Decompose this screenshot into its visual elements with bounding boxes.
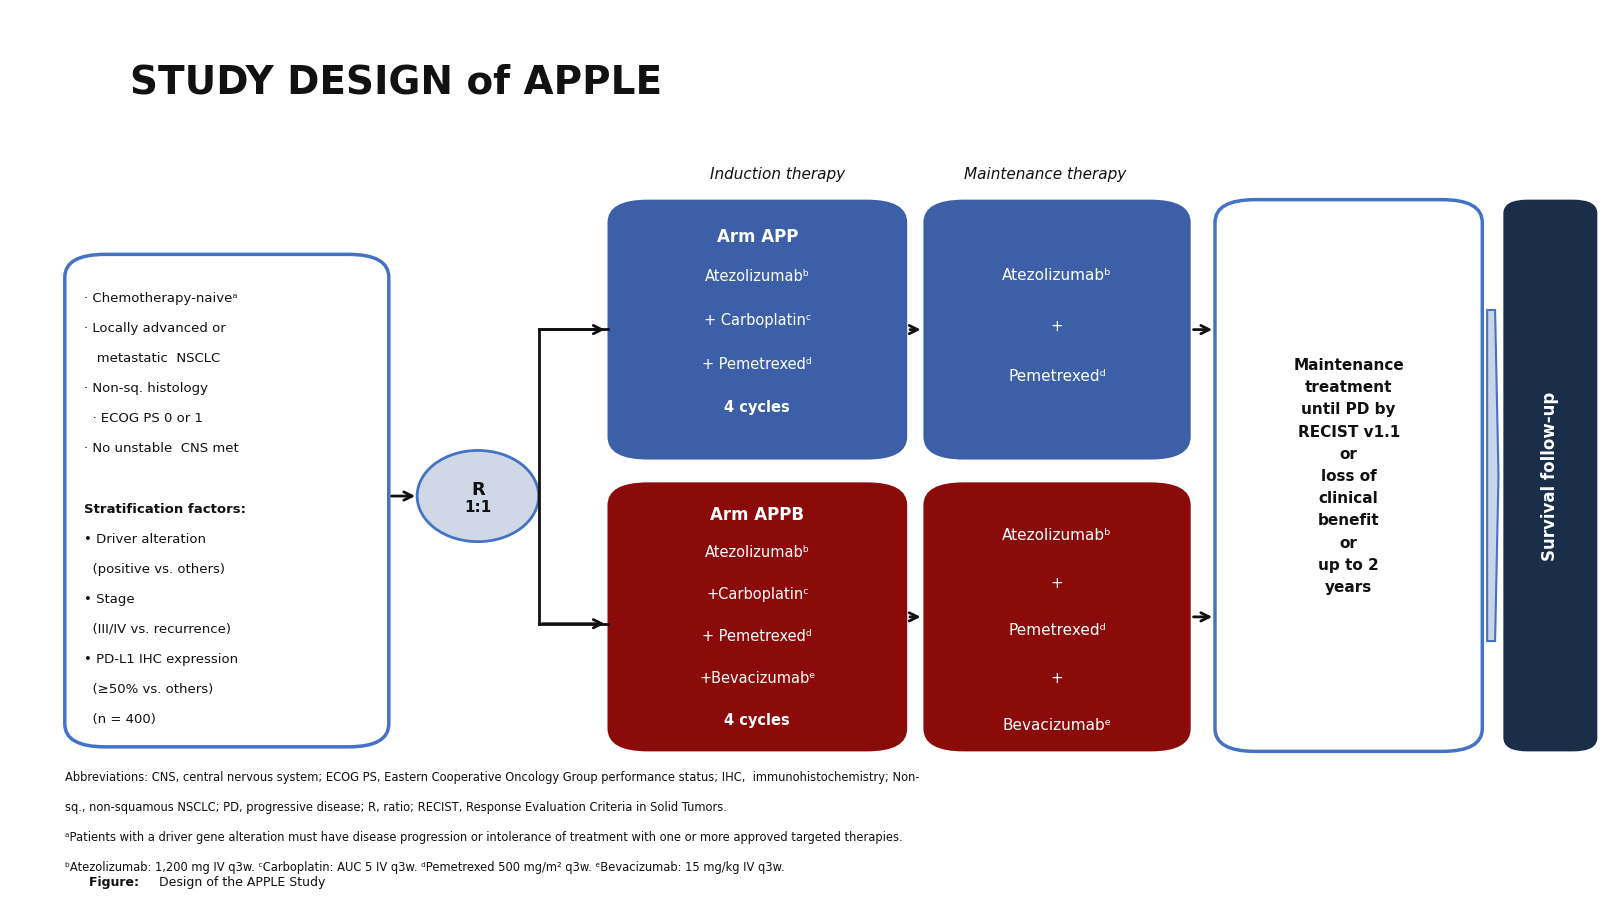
Text: Figure:: Figure: [89, 875, 144, 888]
Text: +: + [1051, 670, 1063, 685]
Text: Abbreviations: CNS, central nervous system; ECOG PS, Eastern Cooperative Oncolog: Abbreviations: CNS, central nervous syst… [65, 770, 919, 783]
Text: Bevacizumabᵉ: Bevacizumabᵉ [1003, 717, 1111, 732]
Text: + Carboplatinᶜ: + Carboplatinᶜ [703, 312, 812, 327]
Text: Arm APP: Arm APP [716, 228, 799, 246]
Text: (≥50% vs. others): (≥50% vs. others) [84, 682, 214, 695]
Text: Atezolizumabᵇ: Atezolizumabᵇ [1003, 527, 1111, 543]
Polygon shape [1487, 311, 1498, 641]
Text: (III/IV vs. recurrence): (III/IV vs. recurrence) [84, 622, 232, 635]
Text: Pemetrexedᵈ: Pemetrexedᵈ [1008, 368, 1106, 384]
FancyBboxPatch shape [1215, 200, 1482, 752]
Text: R: R [471, 480, 484, 498]
Text: +Carboplatinᶜ: +Carboplatinᶜ [706, 587, 808, 601]
FancyBboxPatch shape [1503, 200, 1597, 752]
Text: Pemetrexedᵈ: Pemetrexedᵈ [1008, 622, 1106, 638]
Text: (positive vs. others): (positive vs. others) [84, 562, 225, 575]
FancyBboxPatch shape [923, 200, 1191, 460]
Text: (n = 400): (n = 400) [84, 712, 156, 725]
Text: Atezolizumabᵇ: Atezolizumabᵇ [1003, 268, 1111, 283]
Text: + Pemetrexedᵈ: + Pemetrexedᵈ [703, 629, 812, 643]
FancyBboxPatch shape [65, 255, 389, 747]
Text: Design of the APPLE Study: Design of the APPLE Study [159, 875, 326, 888]
Text: Arm APPB: Arm APPB [710, 506, 805, 524]
Text: · Chemotherapy-naiveᵃ: · Chemotherapy-naiveᵃ [84, 292, 238, 304]
Text: 4 cycles: 4 cycles [724, 712, 791, 727]
Text: ᵃPatients with a driver gene alteration must have disease progression or intoler: ᵃPatients with a driver gene alteration … [65, 830, 902, 843]
FancyBboxPatch shape [608, 483, 907, 752]
Text: ᵇAtezolizumab: 1,200 mg IV q3w. ᶜCarboplatin: AUC 5 IV q3w. ᵈPemetrexed 500 mg/m: ᵇAtezolizumab: 1,200 mg IV q3w. ᶜCarbopl… [65, 860, 784, 873]
Text: metastatic  NSCLC: metastatic NSCLC [84, 352, 220, 364]
Text: STUDY DESIGN of APPLE: STUDY DESIGN of APPLE [130, 64, 661, 102]
Text: +: + [1051, 575, 1063, 590]
FancyBboxPatch shape [608, 200, 907, 460]
Text: • Stage: • Stage [84, 592, 134, 605]
Text: Atezolizumabᵇ: Atezolizumabᵇ [705, 545, 810, 559]
Text: Stratification factors:: Stratification factors: [84, 502, 246, 515]
Text: Maintenance therapy: Maintenance therapy [964, 168, 1126, 182]
Text: • Driver alteration: • Driver alteration [84, 532, 206, 545]
Text: · Non-sq. histology: · Non-sq. histology [84, 382, 209, 394]
Text: · ECOG PS 0 or 1: · ECOG PS 0 or 1 [84, 412, 202, 425]
Text: 1:1: 1:1 [465, 500, 491, 515]
Text: + Pemetrexedᵈ: + Pemetrexedᵈ [703, 356, 812, 371]
Text: • PD-L1 IHC expression: • PD-L1 IHC expression [84, 652, 238, 665]
Text: Maintenance
treatment
until PD by
RECIST v1.1
or
loss of
clinical
benefit
or
up : Maintenance treatment until PD by RECIST… [1293, 358, 1405, 594]
Text: · Locally advanced or: · Locally advanced or [84, 322, 227, 334]
Text: Induction therapy: Induction therapy [710, 168, 846, 182]
FancyBboxPatch shape [923, 483, 1191, 752]
Text: 4 cycles: 4 cycles [724, 400, 791, 415]
Text: +: + [1051, 318, 1063, 333]
Text: sq., non-squamous NSCLC; PD, progressive disease; R, ratio; RECIST, Response Eva: sq., non-squamous NSCLC; PD, progressive… [65, 800, 727, 813]
Text: Atezolizumabᵇ: Atezolizumabᵇ [705, 269, 810, 283]
Text: · No unstable  CNS met: · No unstable CNS met [84, 442, 240, 455]
Text: +Bevacizumabᵉ: +Bevacizumabᵉ [700, 670, 815, 685]
Text: Survival follow-up: Survival follow-up [1541, 392, 1560, 560]
Ellipse shape [418, 451, 538, 542]
